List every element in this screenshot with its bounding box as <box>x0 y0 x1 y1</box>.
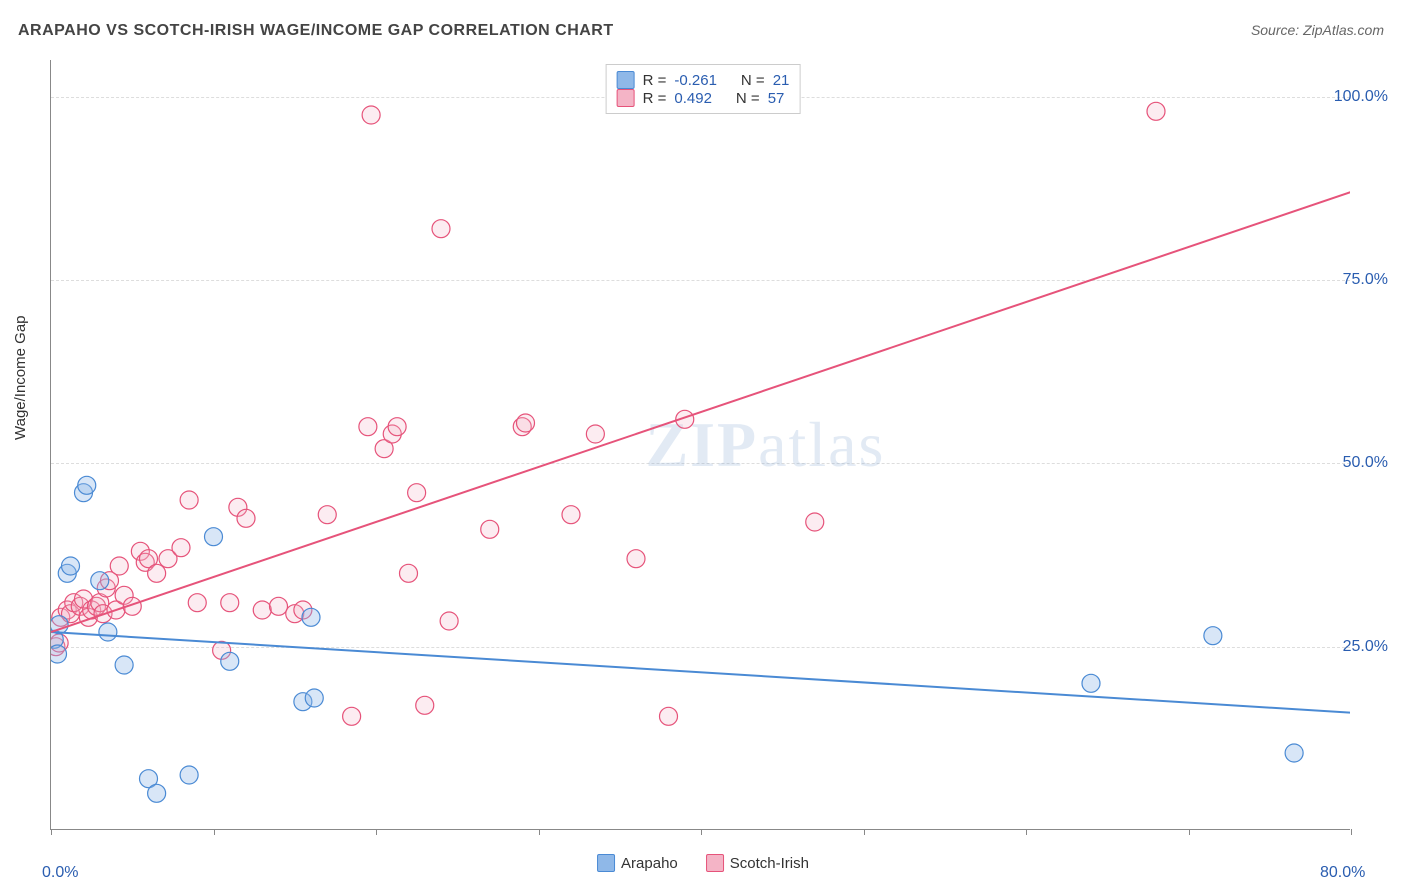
source-prefix: Source: <box>1251 22 1303 38</box>
scatter-point <box>148 564 166 582</box>
scatter-point <box>627 550 645 568</box>
scatter-point <box>237 509 255 527</box>
scatter-point <box>440 612 458 630</box>
scatter-point <box>343 707 361 725</box>
scatter-point <box>110 557 128 575</box>
trend-line-scotch-irish <box>51 192 1350 632</box>
scatter-point <box>115 656 133 674</box>
n-label: N = <box>741 72 765 89</box>
scatter-point <box>270 597 288 615</box>
scatter-point <box>62 557 80 575</box>
scatter-point <box>51 645 67 663</box>
scatter-point <box>188 594 206 612</box>
scatter-point <box>562 506 580 524</box>
scatter-point <box>302 608 320 626</box>
n-value-scotch-irish: 57 <box>768 90 785 107</box>
legend-swatch-scotch-irish <box>706 854 724 872</box>
r-value-arapaho: -0.261 <box>674 72 717 89</box>
trend-line-arapaho <box>51 632 1350 713</box>
x-tick <box>864 829 865 835</box>
scatter-point <box>99 623 117 641</box>
x-tick <box>214 829 215 835</box>
x-tick <box>1351 829 1352 835</box>
x-tick <box>51 829 52 835</box>
legend-swatch-arapaho <box>597 854 615 872</box>
scatter-point <box>1147 102 1165 120</box>
legend-row-scotch-irish: R = 0.492 N = 57 <box>617 89 790 107</box>
r-label: R = <box>643 72 667 89</box>
scatter-point <box>359 418 377 436</box>
legend-swatch-arapaho <box>617 71 635 89</box>
source-attribution: Source: ZipAtlas.com <box>1251 22 1384 38</box>
legend-swatch-scotch-irish <box>617 89 635 107</box>
scatter-point <box>253 601 271 619</box>
x-tick-label: 0.0% <box>42 864 78 882</box>
scatter-point <box>180 766 198 784</box>
scatter-point <box>432 220 450 238</box>
scatter-point <box>78 476 96 494</box>
x-tick <box>701 829 702 835</box>
scatter-point <box>806 513 824 531</box>
legend-item-arapaho: Arapaho <box>597 854 678 872</box>
scatter-point <box>660 707 678 725</box>
x-tick-label: 80.0% <box>1320 864 1365 882</box>
scatter-point <box>205 528 223 546</box>
legend-item-scotch-irish: Scotch-Irish <box>706 854 809 872</box>
series-legend: Arapaho Scotch-Irish <box>597 854 809 872</box>
r-value-scotch-irish: 0.492 <box>674 90 712 107</box>
n-value-arapaho: 21 <box>773 72 790 89</box>
series-name-scotch-irish: Scotch-Irish <box>730 855 809 872</box>
scatter-point <box>362 106 380 124</box>
scatter-point <box>91 572 109 590</box>
scatter-point <box>481 520 499 538</box>
chart-svg <box>51 60 1350 829</box>
source-name: ZipAtlas.com <box>1303 22 1384 38</box>
scatter-point <box>416 696 434 714</box>
scatter-point <box>221 594 239 612</box>
correlation-legend: R = -0.261 N = 21 R = 0.492 N = 57 <box>606 64 801 114</box>
chart-title: ARAPAHO VS SCOTCH-IRISH WAGE/INCOME GAP … <box>18 22 614 40</box>
x-tick <box>1026 829 1027 835</box>
scatter-point <box>400 564 418 582</box>
scatter-point <box>1204 627 1222 645</box>
scatter-point <box>388 418 406 436</box>
legend-row-arapaho: R = -0.261 N = 21 <box>617 71 790 89</box>
y-axis-label: Wage/Income Gap <box>12 315 29 440</box>
r-label: R = <box>643 90 667 107</box>
series-name-arapaho: Arapaho <box>621 855 678 872</box>
x-tick <box>376 829 377 835</box>
plot-area: ZIPatlas <box>50 60 1350 830</box>
scatter-point <box>517 414 535 432</box>
scatter-point <box>180 491 198 509</box>
x-tick <box>1189 829 1190 835</box>
scatter-point <box>408 484 426 502</box>
scatter-point <box>586 425 604 443</box>
scatter-point <box>1082 674 1100 692</box>
x-tick <box>539 829 540 835</box>
scatter-point <box>318 506 336 524</box>
scatter-point <box>172 539 190 557</box>
scatter-point <box>148 784 166 802</box>
n-label: N = <box>736 90 760 107</box>
scatter-point <box>221 652 239 670</box>
scatter-point <box>1285 744 1303 762</box>
scatter-point <box>305 689 323 707</box>
